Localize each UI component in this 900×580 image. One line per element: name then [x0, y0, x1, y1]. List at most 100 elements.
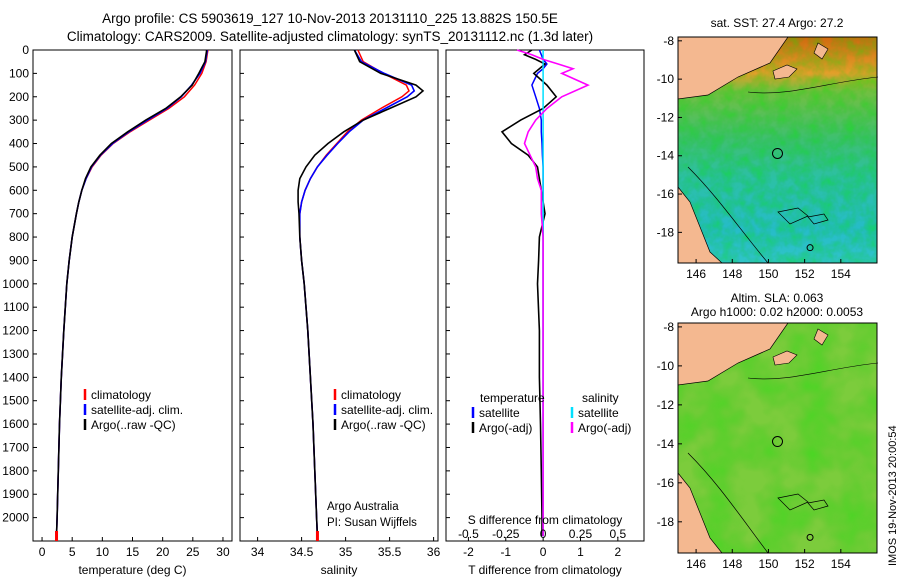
land-island	[813, 42, 829, 60]
map-y-tick-label: -8	[663, 34, 674, 48]
series-line	[297, 49, 425, 537]
y-tick-label: 1700	[2, 440, 29, 454]
depth-contour	[747, 362, 879, 380]
legend-header: salinity	[582, 391, 619, 405]
map-group: 146 148 150 152 154 -8 -10 -12 -14 -16 -18	[657, 320, 879, 571]
panel-frame-0	[32, 49, 233, 542]
legend-label: satellite	[578, 406, 619, 420]
y-tick-label: 500	[9, 160, 29, 174]
map-y-tick-label: -18	[657, 225, 675, 239]
y-tick-label: 700	[9, 207, 29, 221]
series-line	[55, 49, 208, 537]
y-tick-label: 1500	[2, 394, 29, 408]
x-axis-label: T difference from climatology	[468, 563, 622, 577]
legend-label: climatology	[91, 388, 151, 402]
map-x-tick-label: 146	[686, 557, 706, 571]
map-y-tick-label: -10	[657, 359, 675, 373]
y-tick-label: 600	[9, 183, 29, 197]
x-tick-label: 25	[186, 545, 200, 559]
map-frame	[677, 322, 878, 554]
legend-label: satellite-adj. clim.	[341, 403, 433, 417]
argo-marker	[772, 147, 783, 159]
x-tick-label: 20	[156, 545, 170, 559]
depth-contour	[687, 166, 769, 264]
land-island	[772, 64, 798, 80]
x-tick-label: -2	[463, 545, 474, 559]
y-tick-label: 200	[9, 90, 29, 104]
map-x-tick-label: 150	[758, 267, 778, 281]
x-tick-label: 30	[216, 545, 230, 559]
depth-contour	[747, 76, 879, 94]
chart-title-line1: Argo profile: CS 5903619_127 10-Nov-2013…	[102, 11, 558, 26]
x-tick-label: 2	[615, 545, 622, 559]
panel-frame-2	[445, 49, 645, 542]
map-y-tick-label: -12	[657, 110, 675, 124]
land-island	[813, 328, 829, 346]
chart-title-line2: Climatology: CARS2009. Satellite-adjuste…	[66, 29, 594, 44]
y-tick-label: 1300	[2, 347, 29, 361]
secondary-marker	[806, 533, 814, 541]
reef-outline	[777, 207, 829, 225]
x-tick-label: 34	[251, 545, 265, 559]
map-x-tick-label: 148	[722, 267, 742, 281]
series-line	[516, 49, 590, 537]
map-group: 146 148 150 152 154 -8 -10 -12 -14 -16 -18	[657, 34, 879, 281]
y-tick-label: 1000	[2, 277, 29, 291]
y-tick-label: 800	[9, 230, 29, 244]
top-tick-label: 0.25	[569, 527, 593, 541]
argo-marker	[772, 436, 783, 448]
x-tick-label: 35.5	[378, 545, 402, 559]
map-y-tick-label: -14	[657, 437, 675, 451]
map-x-tick-label: 146	[686, 267, 706, 281]
x-tick-label: 0	[39, 545, 46, 559]
sla-map-subtitle: Argo h1000: 0.02 h2000: 0.0053	[691, 305, 863, 319]
map-y-tick-label: -12	[657, 398, 675, 412]
legend-label: Argo(..raw -QC)	[91, 418, 176, 432]
top-tick-label: -0.5	[458, 527, 479, 541]
x-tick-label: 15	[126, 545, 140, 559]
y-tick-label: 300	[9, 113, 29, 127]
x-axis-label: salinity	[321, 563, 358, 577]
x-tick-label: 10	[96, 545, 110, 559]
map-y-tick-label: -16	[657, 476, 675, 490]
x-tick-label: 36	[427, 545, 441, 559]
map-x-tick-label: 152	[795, 557, 815, 571]
panel-frame-1	[239, 49, 439, 542]
y-tick-label: 400	[9, 137, 29, 151]
y-tick-label: 1600	[2, 417, 29, 431]
y-tick-label: 100	[9, 66, 29, 80]
x-tick-label: 35	[339, 545, 353, 559]
x-tick-label: 34.5	[290, 545, 314, 559]
legend-label: climatology	[341, 388, 401, 402]
y-tick-label: 0	[22, 43, 29, 57]
map-x-tick-label: 154	[831, 267, 851, 281]
map-frame	[677, 36, 878, 264]
top-tick-label: 0	[540, 527, 547, 541]
depth-contour	[687, 452, 769, 554]
secondary-marker	[806, 244, 814, 252]
sla-map-title: Altim. SLA: 0.063	[731, 291, 824, 305]
top-axis-label: S difference from climatology	[468, 513, 623, 527]
y-tick-label: 900	[9, 253, 29, 267]
y-tick-label: 1100	[3, 300, 29, 314]
y-tick-label: 1900	[2, 487, 29, 501]
imos-timestamp: IMOS 19-Nov-2013 20:00:54	[887, 425, 899, 566]
legend-label: Argo(..raw -QC)	[341, 418, 426, 432]
map-x-tick-label: 150	[758, 557, 778, 571]
legend-label: Argo(-adj)	[479, 421, 532, 435]
legend-label: satellite-adj. clim.	[91, 403, 183, 417]
map-y-tick-label: -14	[657, 149, 675, 163]
y-tick-label: 2000	[2, 511, 29, 525]
legend-header: temperature	[480, 391, 545, 405]
annotation-line: Argo Australia	[327, 501, 399, 513]
x-tick-label: 0	[540, 545, 547, 559]
annotation-line: PI: Susan Wijffels	[327, 517, 417, 529]
top-tick-label: -0.25	[492, 527, 520, 541]
map-y-tick-label: -10	[657, 72, 675, 86]
legend-label: satellite	[479, 406, 520, 420]
legend-label: Argo(-adj)	[578, 421, 631, 435]
y-tick-label: 1800	[2, 464, 29, 478]
x-tick-label: -1	[500, 545, 511, 559]
reef-outline	[777, 493, 829, 511]
x-tick-label: 5	[69, 545, 76, 559]
